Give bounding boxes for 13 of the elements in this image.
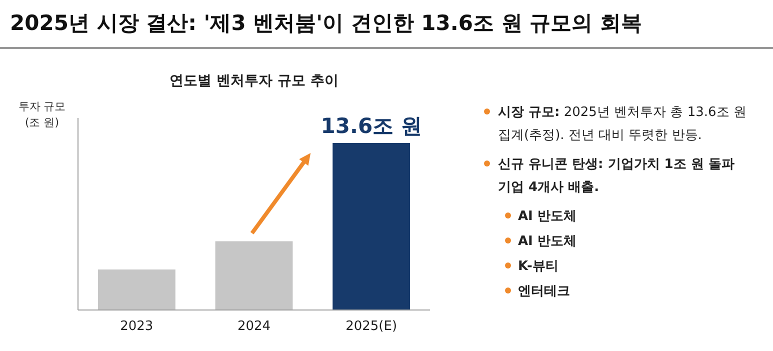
text: 시장 규모: 2025년 벤처투자 총 13.6조 원 집계(추정). 전년 대비 뚜렷한 반등. (498, 105, 746, 143)
chart-title: 2025년 시장 결산: '제3 벤처붐'이 견인한 13.6조 원 규모의 회복 (10, 11, 642, 35)
chart-subtitle: 연도별 벤처투자 규모 추이 (170, 73, 338, 89)
text: 신규 유니콘 탄생: 기업가치 1조 원 돌파 기업 4개사 배출. (498, 157, 734, 195)
text: 엔터테크 (518, 284, 570, 299)
x-tick-label: 2023 (120, 319, 154, 334)
text: AI 반도체 (518, 209, 576, 224)
data-label: 13.6조 원 (320, 114, 422, 138)
text: AI 반도체 (518, 234, 576, 249)
x-tick-label: 2025(E) (346, 319, 398, 334)
y-axis-title: 투자 규모 (조 원) (18, 100, 66, 129)
x-tick-label: 2024 (237, 319, 271, 334)
text: K-뷰티 (518, 259, 558, 274)
